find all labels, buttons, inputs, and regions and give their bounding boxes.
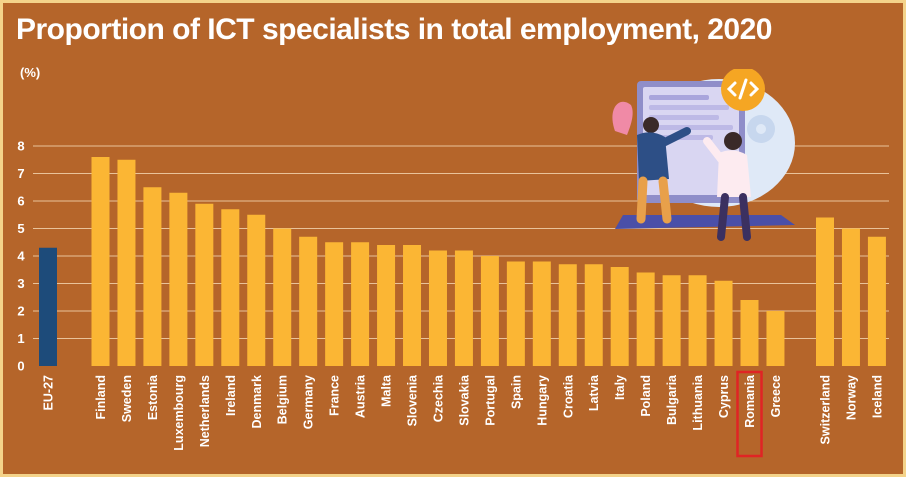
bar-spain bbox=[506, 261, 525, 366]
category-label: Poland bbox=[639, 375, 653, 417]
category-label: Norway bbox=[844, 375, 858, 420]
category-label: Luxembourg bbox=[172, 375, 186, 451]
bar-ireland bbox=[221, 209, 240, 366]
category-label: Croatia bbox=[561, 374, 575, 418]
category-label: Czechia bbox=[431, 374, 445, 422]
y-tick-label: 3 bbox=[17, 276, 24, 291]
category-label: Cyprus bbox=[717, 375, 731, 418]
person-2-head bbox=[724, 132, 742, 150]
category-label: France bbox=[328, 375, 342, 416]
category-label: Finland bbox=[94, 375, 108, 419]
bars bbox=[39, 157, 886, 366]
category-label: Slovenia bbox=[406, 374, 420, 426]
y-tick-label: 1 bbox=[17, 331, 24, 346]
category-label: Latvia bbox=[587, 374, 601, 411]
category-label: Spain bbox=[509, 375, 523, 409]
category-label: EU-27 bbox=[42, 375, 56, 410]
y-tick-label: 4 bbox=[17, 249, 25, 264]
bar-norway bbox=[841, 228, 860, 366]
category-label: Malta bbox=[380, 374, 394, 407]
category-label: Austria bbox=[354, 374, 368, 418]
bar-hungary bbox=[532, 261, 551, 366]
bar-austria bbox=[351, 242, 370, 366]
y-tick-label: 8 bbox=[17, 139, 24, 154]
chart-title: Proportion of ICT specialists in total e… bbox=[16, 13, 773, 46]
category-label: Portugal bbox=[483, 375, 497, 426]
leaf-decoration bbox=[612, 101, 633, 135]
bar-belgium bbox=[273, 228, 292, 366]
category-label: Denmark bbox=[250, 375, 264, 429]
highlight-box bbox=[736, 370, 763, 458]
bar-switzerland bbox=[816, 217, 834, 366]
bar-slovenia bbox=[403, 245, 422, 366]
category-label: Ireland bbox=[224, 375, 238, 416]
y-axis-ticks: 0 1 2 3 4 5 6 7 8 bbox=[17, 139, 25, 374]
bar-czechia bbox=[428, 250, 447, 366]
category-label: Slovakia bbox=[457, 374, 471, 426]
bar-italy bbox=[610, 267, 629, 366]
bar-eu-27 bbox=[39, 247, 57, 366]
bar-portugal bbox=[480, 256, 499, 366]
bar-france bbox=[325, 242, 344, 366]
category-label: Italy bbox=[613, 375, 627, 400]
bar-romania bbox=[740, 300, 759, 366]
y-axis-unit-label: (%) bbox=[20, 65, 41, 80]
bar-luxembourg bbox=[169, 192, 188, 366]
bar-finland bbox=[91, 157, 110, 366]
category-label: Sweden bbox=[120, 375, 134, 422]
y-tick-label: 0 bbox=[17, 359, 24, 374]
category-label: Lithuania bbox=[691, 374, 705, 431]
category-label: Romania bbox=[743, 374, 757, 428]
category-label: Belgium bbox=[276, 375, 290, 424]
bar-denmark bbox=[247, 214, 266, 366]
bar-slovakia bbox=[454, 250, 473, 366]
bar-greece bbox=[766, 311, 785, 366]
y-tick-label: 6 bbox=[17, 194, 24, 209]
bar-iceland bbox=[867, 236, 886, 366]
bar-sweden bbox=[117, 159, 136, 366]
category-label: Greece bbox=[769, 375, 783, 417]
category-label: Hungary bbox=[535, 375, 549, 426]
category-label: Switzerland bbox=[819, 375, 833, 444]
person-1-head bbox=[643, 117, 659, 133]
category-label: Iceland bbox=[870, 375, 884, 418]
bar-croatia bbox=[558, 264, 577, 366]
y-tick-label: 7 bbox=[17, 166, 24, 181]
bar-latvia bbox=[584, 264, 603, 366]
programmers-illustration bbox=[612, 69, 795, 241]
bar-netherlands bbox=[195, 203, 214, 366]
y-tick-label: 5 bbox=[17, 221, 24, 236]
bar-bulgaria bbox=[662, 275, 681, 366]
y-tick-label: 2 bbox=[17, 304, 24, 319]
bar-lithuania bbox=[688, 275, 707, 366]
bar-estonia bbox=[143, 187, 162, 366]
bar-cyprus bbox=[714, 280, 733, 366]
category-label: Netherlands bbox=[198, 375, 212, 447]
person-2-body bbox=[717, 150, 751, 197]
category-label: Bulgaria bbox=[665, 374, 679, 425]
category-labels: EU-27 Finland Sweden Estonia Luxembourg Nethe… bbox=[42, 370, 884, 458]
category-label: Germany bbox=[302, 375, 316, 429]
bar-poland bbox=[636, 272, 655, 366]
laptop-base bbox=[615, 215, 795, 229]
bar-malta bbox=[377, 245, 396, 366]
category-label: Estonia bbox=[146, 374, 160, 420]
bar-germany bbox=[299, 236, 318, 366]
